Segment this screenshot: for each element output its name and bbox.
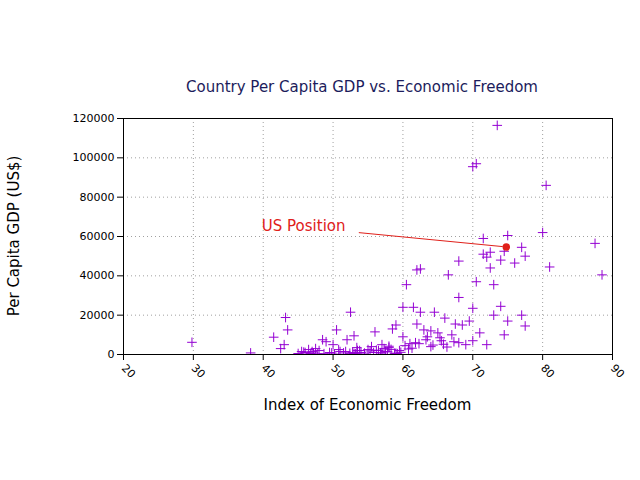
svg-text:40000: 40000 xyxy=(80,269,115,282)
svg-text:50: 50 xyxy=(328,362,347,381)
svg-text:Country Per Capita GDP vs. Eco: Country Per Capita GDP vs. Economic Free… xyxy=(186,78,538,96)
svg-text:70: 70 xyxy=(468,362,487,381)
svg-text:60: 60 xyxy=(398,362,417,381)
svg-text:0: 0 xyxy=(108,348,115,361)
svg-text:80000: 80000 xyxy=(80,191,115,204)
svg-text:60000: 60000 xyxy=(80,230,115,243)
svg-text:Index of Economic Freedom: Index of Economic Freedom xyxy=(264,396,472,414)
svg-text:100000: 100000 xyxy=(73,151,115,164)
svg-text:80: 80 xyxy=(538,362,557,381)
svg-text:40: 40 xyxy=(259,362,278,381)
svg-text:30: 30 xyxy=(189,362,208,381)
svg-text:120000: 120000 xyxy=(73,112,115,125)
svg-text:20000: 20000 xyxy=(80,309,115,322)
svg-text:20: 20 xyxy=(119,362,138,381)
svg-text:Per Capita GDP (US$): Per Capita GDP (US$) xyxy=(5,156,23,317)
svg-text:US Position: US Position xyxy=(262,217,346,235)
svg-text:90: 90 xyxy=(608,362,627,381)
